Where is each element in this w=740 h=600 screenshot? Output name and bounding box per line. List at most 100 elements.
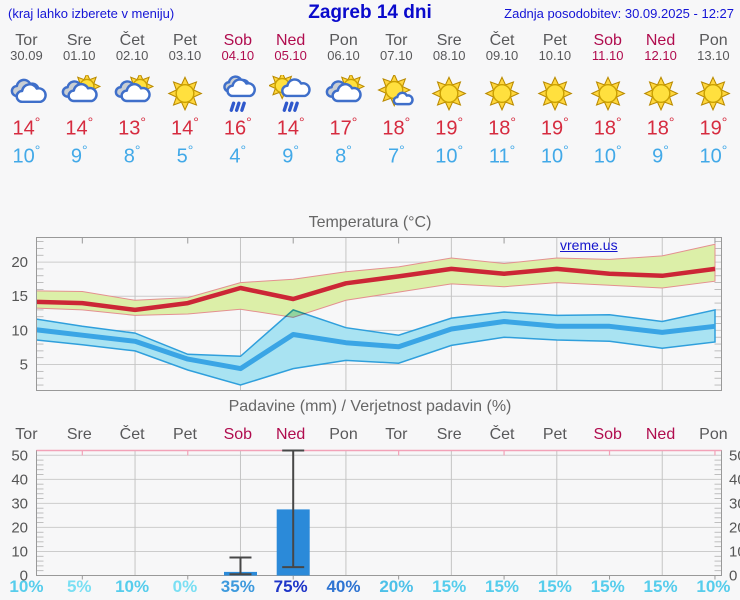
day-column-header[interactable]: Ned 05.10 [264,32,317,63]
day-weather-icon-cell [211,74,264,112]
svg-text:50: 50 [729,447,740,464]
precip-day-label: Ned [645,426,676,443]
precip-day-label: Sre [66,426,92,443]
precip-probability: 15% [537,577,572,596]
day-column-header[interactable]: Pet 10.10 [528,32,581,63]
day-column-header[interactable]: Sob 11.10 [581,32,634,63]
precip-day-label: Sob [593,426,622,443]
day-max-temp: 14° [276,114,305,140]
max-temps-row: 14° 14° 13° 14° 16° 14° 17° 18° 19° 18° 19° 18° 18° 1… [0,114,740,141]
day-column-header[interactable]: Tor 07.10 [370,32,423,63]
watermark-link[interactable]: vreme.us [560,237,618,253]
precip-chart-title: Padavine (mm) / Verjetnost padavin (%) [228,398,512,415]
day-name: Pon [699,32,728,49]
mostly-sunny-icon [377,74,415,107]
day-weather-icon-cell [581,74,634,112]
day-min-temp: 5° [176,142,194,168]
partly-cloudy-icon [114,74,155,102]
precip-day-label: Pet [172,426,197,443]
svg-text:30: 30 [729,495,740,512]
day-column-header[interactable]: Sre 01.10 [53,32,106,63]
svg-text:50: 50 [11,447,28,464]
precip-probability: 15% [485,577,520,596]
day-max-temp: 14° [12,114,41,140]
day-weather-icon-cell [528,74,581,112]
day-date: 11.10 [591,48,624,63]
precip-day-label: Ned [275,426,306,443]
svg-text:20: 20 [11,254,28,271]
day-column-header[interactable]: Tor 30.09 [0,32,53,63]
day-weather-icon-cell [423,74,476,112]
sunny-icon [537,75,573,111]
svg-text:10: 10 [11,543,28,560]
day-max-temp: 19° [699,114,728,140]
day-date: 04.10 [221,48,255,63]
day-min-temp: 7° [387,142,405,168]
day-date: 03.10 [168,48,202,63]
precip-day-labels-row: Tor Sre Čet Pet Sob Ned Pon Tor Sre Čet Pet Sob Ned P… [0,426,740,444]
day-column-header[interactable]: Pet 03.10 [159,32,212,63]
day-date: 13.10 [697,48,730,63]
precip-probability: 0% [172,577,198,596]
day-column-header[interactable]: Ned 12.10 [634,32,687,63]
day-max-temp: 18° [593,114,622,140]
menu-hint: (kraj lahko izberete v meniju) [8,6,175,21]
precip-probability: 10% [9,577,44,596]
svg-text:40: 40 [729,471,740,488]
precip-day-label: Pet [542,426,567,443]
precip-probability: 35% [220,577,255,596]
day-name: Tor [385,32,408,49]
precip-probability: 15% [643,577,678,596]
day-weather-icon-cell [159,74,212,112]
day-header-row: Tor 30.09 Sre 01.10 Čet 02.10 Pet 03.10 Sob 04.10… [0,32,740,63]
precip-day-label: Čet [119,426,145,443]
day-min-temp: 9° [282,142,299,168]
svg-text:40: 40 [11,471,28,488]
day-weather-icon-cell [370,74,423,112]
min-temps-row: 10° 9° 8° 5° 4° 9° 8° 7° 10° 11° 10° 10° 9° 10° [0,142,740,169]
precip-probability: 10% [115,577,150,596]
partly-cloudy-icon [62,74,102,102]
day-max-temp: 14° [171,114,199,140]
day-column-header[interactable]: Sre 08.10 [423,32,476,63]
precip-probability: 15% [590,577,625,596]
day-min-temp: 9° [652,142,669,168]
svg-text:30: 30 [11,495,28,512]
day-max-temp: 17° [329,114,358,140]
precip-day-label: Pon [699,426,728,443]
day-name: Sob [593,32,622,49]
day-min-temp: 10° [593,142,622,168]
precip-probability: 15% [432,577,467,596]
day-column-header[interactable]: Sob 04.10 [211,32,264,63]
temp-chart-title: Temperatura (°C) [308,214,432,231]
day-max-temp: 19° [540,114,569,140]
day-max-temp: 14° [65,114,94,140]
day-column-header[interactable]: Pon 13.10 [687,32,740,63]
day-date: 06.10 [327,48,360,63]
day-weather-icon-cell [106,74,159,112]
partly-cloudy-icon [326,74,366,102]
weather-icons-row [0,74,740,112]
precip-probability-row: 10% 5% 10% 0% 35% 75% 40% 20% 15% 15% 15% 15% 15% 10% [0,577,740,597]
day-min-temp: 4° [229,142,247,168]
day-weather-icon-cell [634,74,687,112]
day-name: Sre [436,32,462,49]
day-column-header[interactable]: Čet 02.10 [106,32,159,63]
day-column-header[interactable]: Pon 06.10 [317,32,370,63]
day-max-temp: 18° [646,114,675,140]
svg-text:15: 15 [11,288,28,305]
day-max-temp: 18° [488,114,516,140]
sunny-icon [484,75,520,111]
day-date: 12.10 [644,48,677,63]
cloudy-icon [11,78,48,103]
sunny-icon [695,75,732,111]
day-date: 10.10 [538,48,572,63]
day-date: 05.10 [274,48,307,63]
rain-icon [223,74,256,112]
precip-day-label: Sre [436,426,462,443]
day-name: Sob [223,32,253,49]
page-title: Zagreb 14 dni [308,2,432,23]
precip-day-label: Tor [385,426,408,443]
precip-day-label: Sob [223,426,253,443]
day-column-header[interactable]: Čet 09.10 [476,32,529,63]
